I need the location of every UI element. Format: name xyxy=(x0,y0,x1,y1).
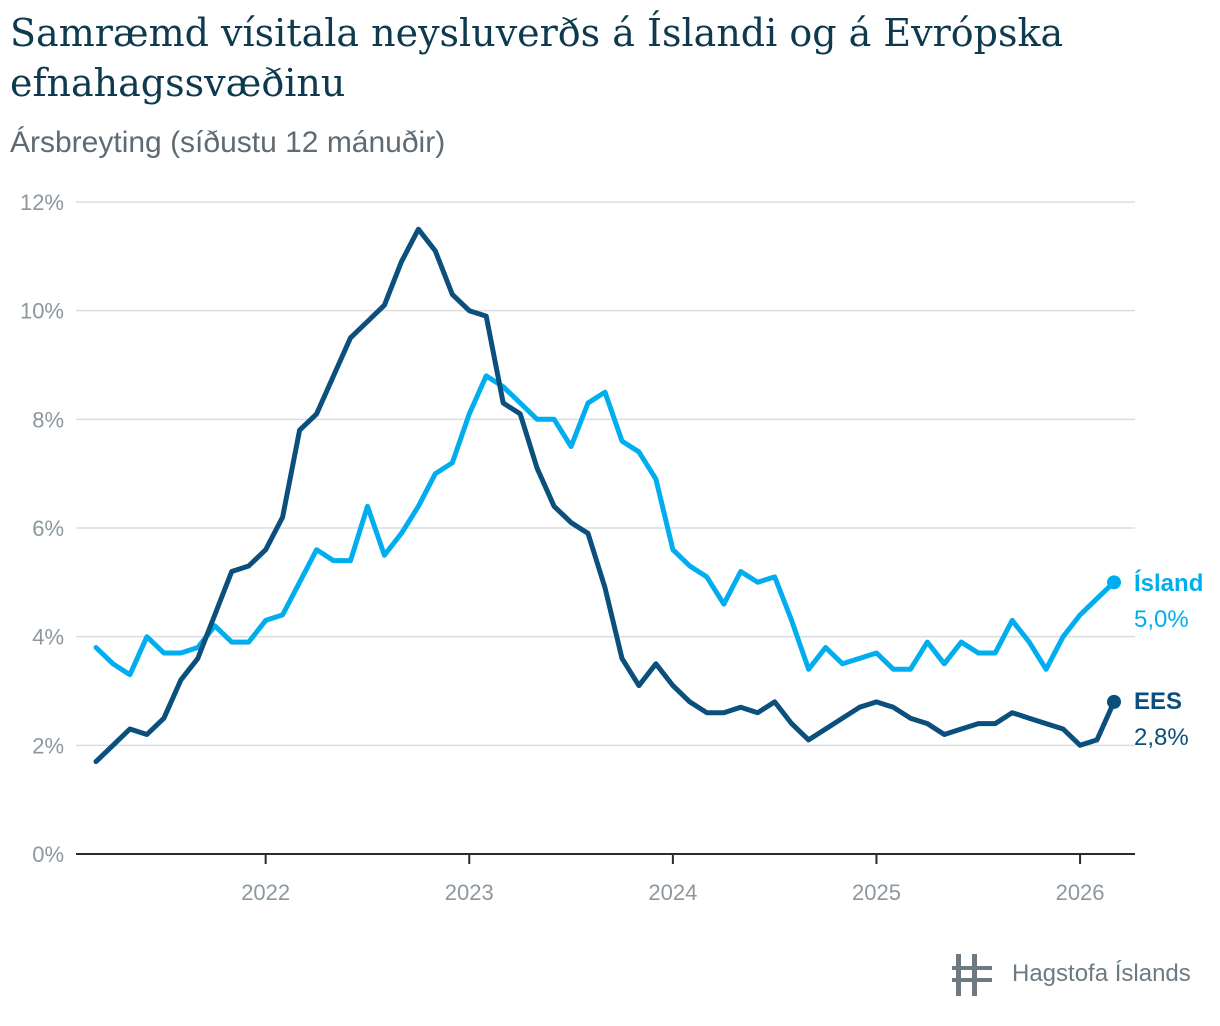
y-tick-label: 10% xyxy=(20,299,64,324)
y-tick-label: 4% xyxy=(32,625,64,650)
y-tick-label: 0% xyxy=(32,842,64,867)
series-name-label: Ísland xyxy=(1134,569,1203,597)
series-name-label: EES xyxy=(1134,688,1182,715)
y-tick-label: 2% xyxy=(32,733,64,758)
x-tick-label: 2023 xyxy=(445,880,494,905)
series-line-island xyxy=(93,373,1117,678)
logo-text: Hagstofa Íslands xyxy=(1012,960,1191,987)
series-line-ees xyxy=(93,226,1117,765)
x-tick-label: 2026 xyxy=(1056,880,1105,905)
x-tick-label: 2025 xyxy=(852,880,901,905)
series-endpoint-island xyxy=(1107,575,1121,590)
hagstofa-logo-icon xyxy=(952,954,992,996)
x-tick-label: 2024 xyxy=(648,880,697,905)
chart-title: Samræmd vísitala neysluverðs á Íslandi o… xyxy=(10,11,1064,105)
series-endpoint-ees xyxy=(1107,694,1121,709)
y-tick-label: 6% xyxy=(32,516,64,541)
series-value-label: 2,8% xyxy=(1134,724,1189,751)
y-tick-label: 8% xyxy=(32,407,64,432)
x-tick-label: 2022 xyxy=(241,880,290,905)
y-tick-label: 12% xyxy=(20,190,64,215)
chart-subtitle: Ársbreyting (síðustu 12 mánuðir) xyxy=(10,126,446,159)
series-value-label: 5,0% xyxy=(1134,606,1189,633)
